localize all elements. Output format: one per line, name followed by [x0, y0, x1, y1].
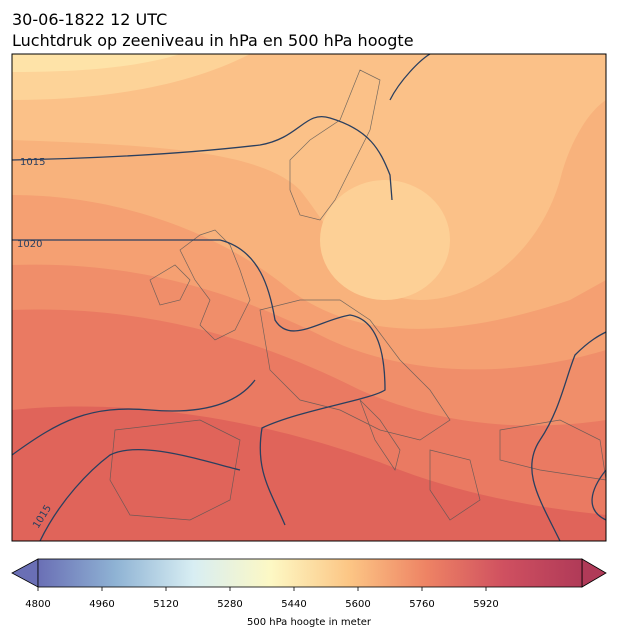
- colorbar-tick-label: 5760: [409, 599, 434, 610]
- colorbar-extend-low: [11, 558, 39, 588]
- band: [12, 54, 180, 72]
- band: [12, 54, 606, 300]
- isobar-label: 1020: [17, 239, 42, 250]
- colorbar-tick-label: 5120: [153, 599, 178, 610]
- colorbar-label: 500 hPa hoogte in meter: [247, 617, 372, 628]
- colorbar-tick-label: 5920: [473, 599, 498, 610]
- colorbar-tick-label: 4800: [25, 599, 50, 610]
- isobar: [12, 239, 386, 526]
- subtitle: Luchtdruk op zeeniveau in hPa en 500 hPa…: [12, 31, 414, 50]
- colorbar-tick-label: 4960: [89, 599, 114, 610]
- colorbar-tick-label: 5440: [281, 599, 306, 610]
- coastline: [109, 69, 606, 521]
- colorbar-tick-label: 5280: [217, 599, 242, 610]
- isobar: [389, 54, 431, 101]
- isobar: [531, 331, 606, 541]
- title: 30-06-1822 12 UTC: [12, 10, 167, 29]
- map: [12, 54, 606, 541]
- band: [320, 180, 450, 300]
- isobar: [12, 379, 256, 456]
- isobar-label: 1015: [20, 157, 45, 168]
- colorbar: [37, 558, 583, 588]
- isobar: [12, 115, 393, 201]
- isobar: [591, 469, 606, 521]
- isobar: [39, 448, 241, 541]
- colorbar-extend-high: [581, 558, 607, 588]
- colorbar-tick-label: 5600: [345, 599, 370, 610]
- map-frame: [11, 53, 607, 542]
